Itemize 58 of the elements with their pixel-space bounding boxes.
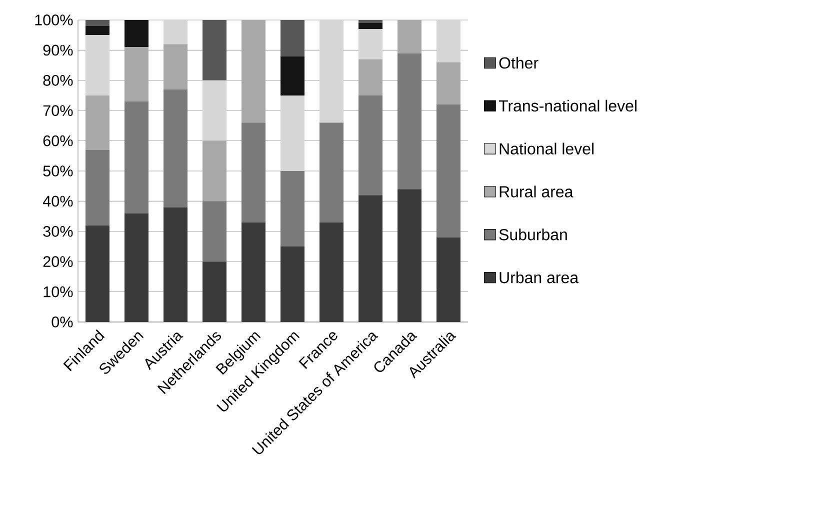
bar [280,170,304,246]
bar [358,195,382,322]
bar [164,89,188,208]
bar [124,213,149,322]
y-tick-label: 20% [43,256,73,268]
legend-label: Urban area [500,272,579,284]
bar [320,122,344,222]
bar [86,95,110,150]
legend-label: Rural area [500,186,574,198]
bar [202,201,227,262]
y-tick-label: 80% [43,74,73,86]
bar [164,44,188,90]
bar [124,102,149,214]
bar [202,80,227,141]
y-tick-label: 0% [52,316,73,328]
bar [86,150,110,226]
bar [124,20,149,48]
y-tick-label: 50% [43,166,73,176]
bar [436,20,460,62]
y-tick-label: 30% [43,226,73,237]
bar [320,222,344,322]
bar [202,140,227,202]
bar [202,262,227,322]
y-tick-label: 70% [43,105,73,116]
bar [202,20,227,80]
bar [320,20,344,123]
bar [358,23,382,30]
bar [164,20,188,44]
bar [358,29,382,60]
bar [436,104,460,238]
bar [436,237,460,322]
bar [86,35,110,96]
bar [280,56,304,96]
bar [358,95,382,196]
bar [358,59,382,96]
legend-label: Suburban [499,228,567,240]
y-tick-label: 10% [44,286,73,298]
y-tick-label: 40% [42,196,73,207]
bar [280,95,304,171]
bar [242,222,266,322]
bar [124,47,149,102]
legend-label: Other [499,56,538,69]
y-tick-label: 100% [35,14,73,26]
bar [358,20,382,24]
legend-label: Trans-national level [498,100,636,112]
y-tick-label: 90% [43,44,73,56]
bar [164,207,188,322]
bar [86,20,110,26]
bar [280,246,304,322]
bar [398,189,422,322]
bar [436,62,460,105]
bar [86,26,110,36]
bar [242,122,266,222]
bar [280,20,304,56]
legend-label: National level [500,142,594,154]
bar [398,53,422,190]
y-tick-label: 60% [43,135,73,146]
bar [86,225,110,322]
